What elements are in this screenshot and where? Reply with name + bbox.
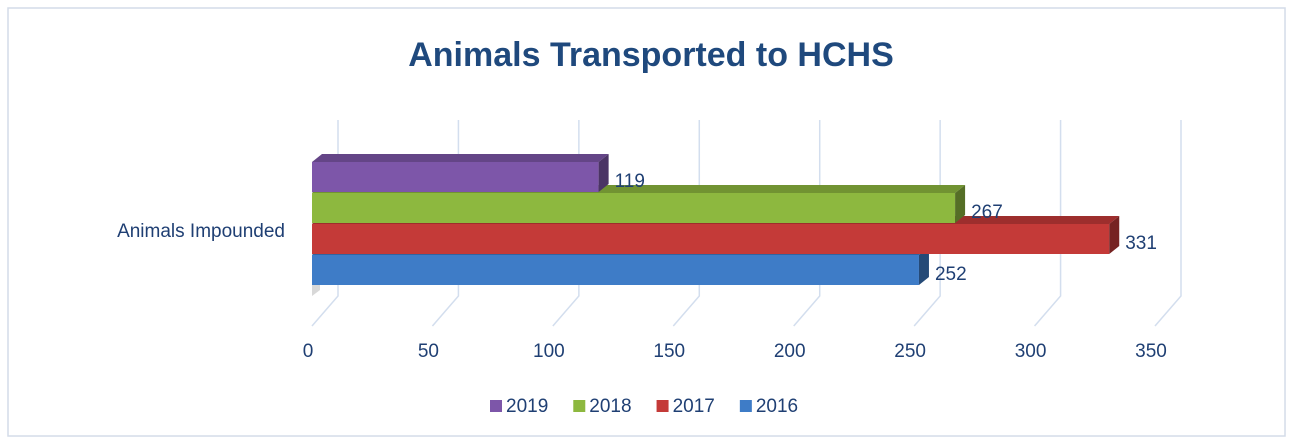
- grid-line: [793, 120, 821, 327]
- grid-line: [672, 120, 701, 327]
- legend-swatch: [490, 400, 502, 412]
- legend-swatch: [656, 400, 669, 412]
- legend-swatch: [573, 400, 586, 412]
- bar-top: [312, 154, 609, 162]
- x-tick-label: 100: [533, 341, 565, 362]
- legend-label: 2017: [673, 396, 715, 417]
- grid-line: [1154, 120, 1182, 327]
- bar-side: [918, 247, 929, 285]
- x-tick-label: 250: [894, 341, 926, 362]
- bar-side: [598, 154, 609, 192]
- data-label: 119: [615, 171, 645, 192]
- legend-label: 2019: [506, 396, 548, 417]
- legend-swatch: [739, 400, 752, 412]
- legend-label: 2016: [756, 396, 798, 417]
- bar: [312, 162, 599, 192]
- category-label: Animals Impounded: [117, 221, 285, 242]
- x-tick-label: 0: [303, 341, 314, 362]
- x-tick-label: 300: [1015, 341, 1047, 362]
- data-label: 267: [971, 202, 1003, 223]
- x-tick-label: 350: [1135, 341, 1167, 362]
- x-tick-label: 150: [653, 341, 685, 362]
- chart-title: Animals Transported to HCHS: [408, 36, 894, 74]
- x-tick-label: 200: [774, 341, 806, 362]
- grid-line: [1034, 120, 1062, 327]
- x-tick-label: 50: [418, 341, 439, 362]
- bar: [312, 255, 919, 285]
- bar: [312, 224, 1110, 254]
- bar-side: [1109, 216, 1120, 254]
- grid-line: [913, 120, 941, 327]
- bar: [312, 193, 956, 223]
- bar-side: [955, 185, 966, 223]
- data-label: 331: [1125, 233, 1157, 254]
- data-label: 252: [935, 264, 967, 285]
- legend-label: 2018: [589, 396, 631, 417]
